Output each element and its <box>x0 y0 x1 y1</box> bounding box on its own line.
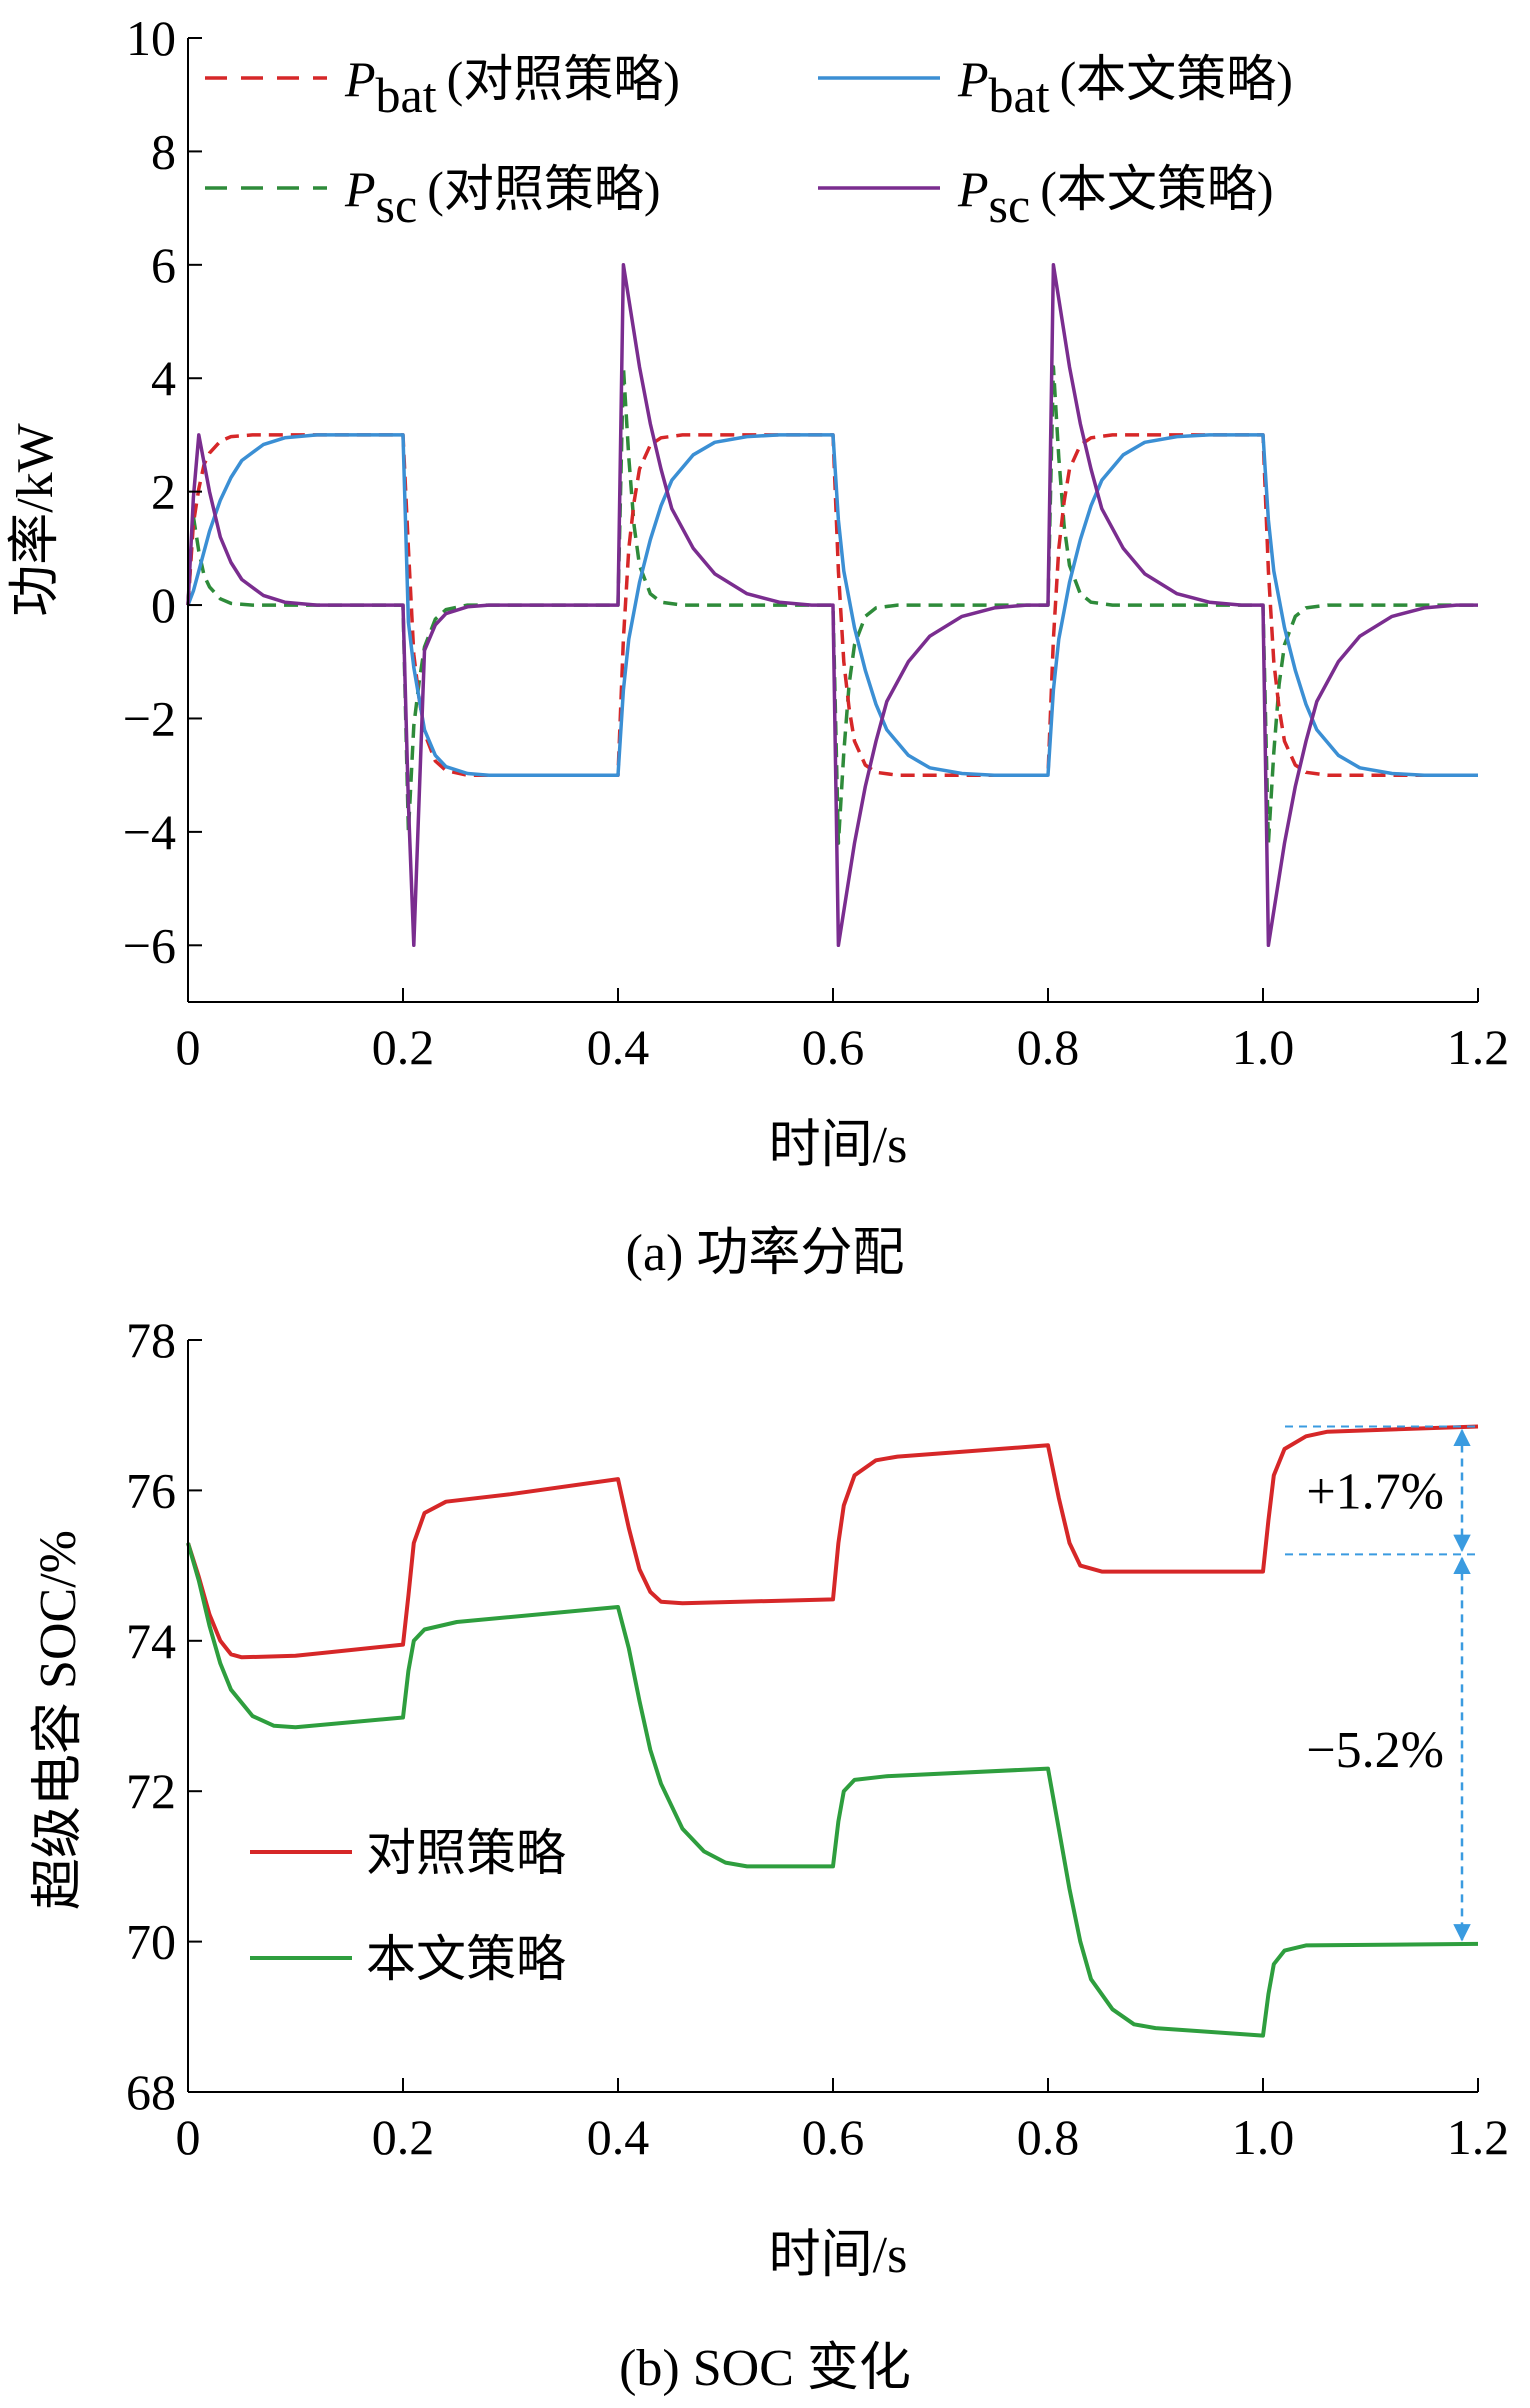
legend-symbol: P <box>957 161 989 217</box>
soc-series-line-0 <box>186 1424 1479 1660</box>
legend-symbol: P <box>957 51 989 107</box>
power-y-tick-label: 2 <box>151 464 176 520</box>
power-legend-label-1: Pbat (本文策略) <box>957 51 1293 123</box>
legend-subscript: bat <box>376 67 437 123</box>
power-series-group <box>186 263 1478 948</box>
legend-strategy: (本文策略) <box>1040 161 1273 217</box>
power-x-tick-label: 1.2 <box>1447 1019 1510 1075</box>
power-x-tick-label: 1.0 <box>1232 1019 1295 1075</box>
power-legend-label-3: Psc (本文策略) <box>957 161 1274 233</box>
soc-x-axis-title: 时间/s <box>769 2227 908 2284</box>
soc-annotations: +1.7% −5.2% <box>1285 1425 1478 1942</box>
soc-y-tick-label: 74 <box>126 1613 176 1669</box>
power-y-tick-label: −4 <box>123 804 176 860</box>
power-y-tick-label: −6 <box>123 917 176 973</box>
power-series-line-3 <box>186 263 1478 948</box>
power-y-axis-title: 功率/kW <box>7 423 64 617</box>
soc-x-tick-label: 0.4 <box>587 2109 650 2165</box>
soc-x-tick-label: 0.8 <box>1017 2109 1080 2165</box>
power-x-tick-label: 0.4 <box>587 1019 650 1075</box>
soc-y-tick-label: 78 <box>126 1312 176 1368</box>
soc-series-group <box>186 1424 1479 2038</box>
soc-y-axis-title: 超级电容 SOC/% <box>30 1530 87 1910</box>
caption-a: (a) 功率分配 <box>626 1225 905 1282</box>
power-x-tick-label: 0.6 <box>802 1019 865 1075</box>
power-y-tick-label: 8 <box>151 123 176 179</box>
caption-b: (b) SOC 变化 <box>619 2340 911 2397</box>
soc-legend-label-0: 对照策略 <box>366 1825 566 1881</box>
soc-x-tick-label: 0 <box>176 2109 201 2165</box>
soc-y-tick-label: 68 <box>126 2064 176 2120</box>
soc-difference-label-0: +1.7% <box>1306 1463 1444 1520</box>
soc-change-chart: +1.7% −5.2% 0 0.2 0.4 0.6 0.8 1.0 1.2 68 70 72 74 76… <box>30 1312 1509 2397</box>
power-y-tick-label: 10 <box>126 10 176 66</box>
power-y-tick-label: 4 <box>151 350 176 406</box>
power-y-tick-label: −2 <box>123 690 176 746</box>
legend-symbol: P <box>344 51 376 107</box>
power-legend-label-2: Psc (对照策略) <box>344 161 661 233</box>
power-x-tick-label: 0.8 <box>1017 1019 1080 1075</box>
soc-axes: 0 0.2 0.4 0.6 0.8 1.0 1.2 68 70 72 74 76 78 <box>126 1312 1509 2165</box>
soc-x-tick-label: 1.2 <box>1447 2109 1510 2165</box>
power-series-line-1 <box>186 433 1478 777</box>
power-y-tick-label: 0 <box>151 577 176 633</box>
soc-x-tick-label: 1.0 <box>1232 2109 1295 2165</box>
legend-subscript: sc <box>376 177 418 233</box>
power-x-axis-title: 时间/s <box>769 1117 908 1174</box>
power-x-tick-label: 0.2 <box>372 1019 435 1075</box>
legend-subscript: bat <box>989 67 1050 123</box>
legend-strategy: (对照策略) <box>447 51 680 107</box>
legend-strategy: (本文策略) <box>1060 51 1293 107</box>
soc-y-tick-label: 72 <box>126 1763 176 1819</box>
soc-x-tick-label: 0.2 <box>372 2109 435 2165</box>
soc-series-line-1 <box>186 1542 1479 2038</box>
legend-strategy: (对照策略) <box>427 161 660 217</box>
power-y-tick-label: 6 <box>151 237 176 293</box>
legend-symbol: P <box>344 161 376 217</box>
soc-y-tick-label: 76 <box>126 1462 176 1518</box>
power-x-tick-label: 0 <box>176 1019 201 1075</box>
power-legend-label-0: Pbat (对照策略) <box>344 51 680 123</box>
soc-x-tick-label: 0.6 <box>802 2109 865 2165</box>
power-legend: Pbat (对照策略) Pbat (本文策略)Psc (对照策略) Psc (本文策略) <box>205 51 1293 233</box>
soc-y-tick-label: 70 <box>126 1914 176 1970</box>
power-axes: 0 0.2 0.4 0.6 0.8 1.0 1.2 −6 −4 −2 0 2 4 6 8 10 <box>123 10 1509 1075</box>
soc-difference-label-1: −5.2% <box>1306 1722 1444 1779</box>
soc-legend-label-1: 本文策略 <box>366 1931 566 1987</box>
legend-subscript: sc <box>989 177 1031 233</box>
